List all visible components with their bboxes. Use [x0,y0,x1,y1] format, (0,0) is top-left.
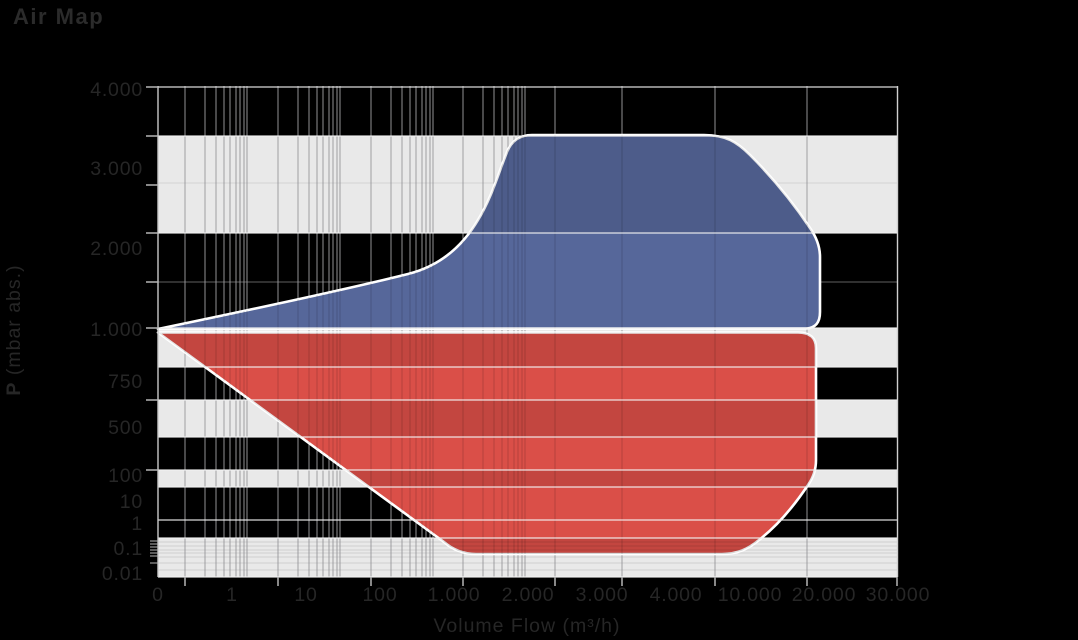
y-tick-label: 2.000 [90,238,143,260]
x-tick-label: 2.000 [502,584,555,606]
x-tick-label: 100 [363,584,398,606]
x-tick-label: 0 [152,584,164,606]
y-tick-label: 1 [131,513,143,535]
y-axis-title-rest: (mbar abs.) [3,264,25,381]
y-axis-title: P (mbar abs.) [3,264,25,395]
y-tick-label: 0.1 [113,538,143,560]
x-axis-title: Volume Flow (m³/h) [433,615,620,637]
y-tick-label: 500 [108,417,143,439]
y-tick-label: 750 [108,371,143,393]
horizontal-gridlines [158,86,897,578]
x-axis-labels: 0 1 10 100 1.000 2.000 3.000 4.000 10.000 20.000 3… [152,584,930,606]
low-pressure-region-area [156,331,818,556]
x-tick-label: 10.000 [718,584,782,606]
y-tick-label: 3.000 [90,158,143,180]
y-axis-title-bold: P [3,382,25,396]
x-tick-label: 1 [226,584,238,606]
y-tick-label: 1.000 [90,319,143,341]
x-tick-label: 20.000 [792,584,856,606]
plot-border [157,86,899,577]
x-tick-label: 10 [294,584,317,606]
y-tick-label: 4.000 [90,79,143,101]
y-tick-label: 100 [108,465,143,487]
axis-ticks [146,86,898,586]
chart-title: Air Map [13,4,105,29]
y-tick-label: 0.01 [102,563,143,585]
y-tick-label: 10 [120,491,143,513]
x-tick-label: 30.000 [866,584,930,606]
x-tick-label: 1.000 [428,584,481,606]
x-tick-label: 3.000 [576,584,629,606]
y-axis-labels: 4.000 3.000 2.000 1.000 750 500 100 101 0.1 0.01 [90,79,143,585]
data-regions [156,133,822,556]
x-tick-label: 4.000 [650,584,703,606]
